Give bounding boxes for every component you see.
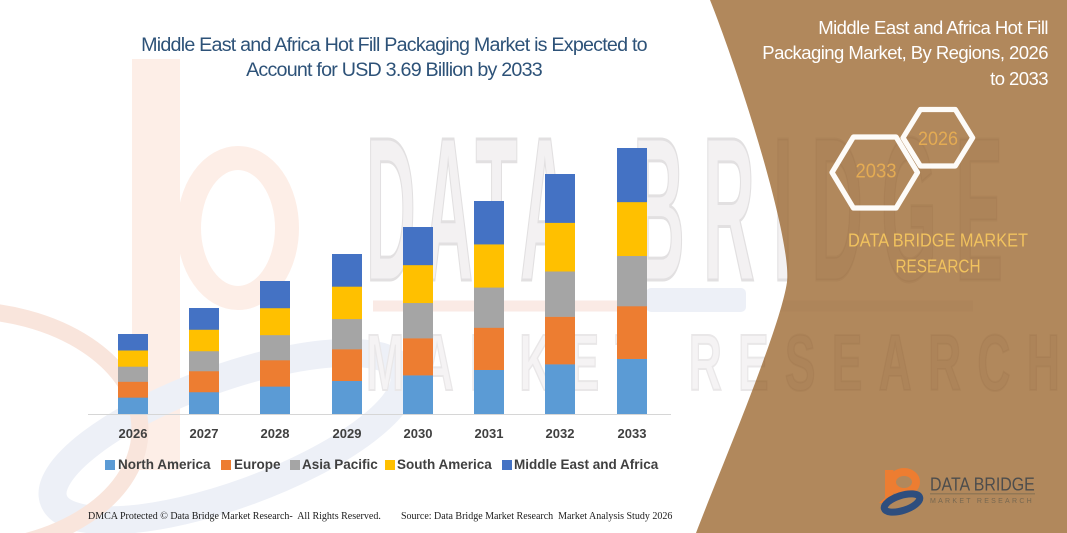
svg-text:MARKET RESEARCH: MARKET RESEARCH <box>366 318 1067 408</box>
svg-text:2026: 2026 <box>918 129 958 150</box>
svg-text:MARKET RESEARCH: MARKET RESEARCH <box>930 496 1034 505</box>
svg-text:DATA: DATA <box>366 96 577 324</box>
svg-text:RESEARCH: RESEARCH <box>896 257 981 277</box>
svg-text:2033: 2033 <box>856 161 897 183</box>
svg-text:DATA BRIDGE MARKET: DATA BRIDGE MARKET <box>848 231 1028 251</box>
svg-text:DATA BRIDGE: DATA BRIDGE <box>930 475 1035 495</box>
svg-text:DATA: DATA <box>366 96 577 324</box>
